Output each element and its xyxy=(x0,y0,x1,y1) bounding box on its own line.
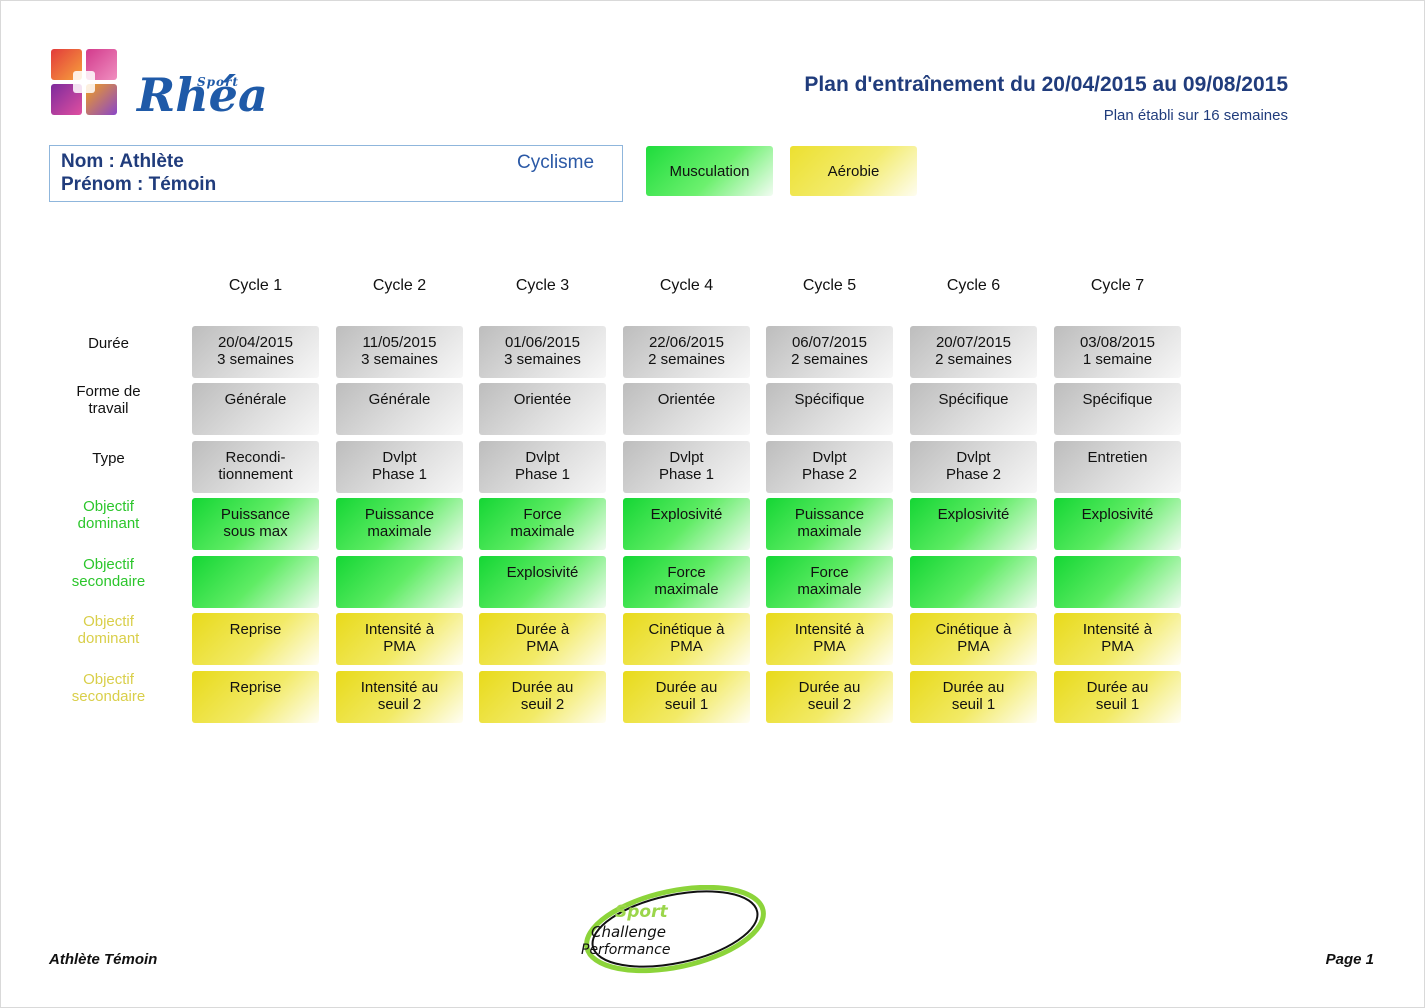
grid-cell: Puissance maximale xyxy=(766,498,893,550)
grid-cell xyxy=(192,556,319,608)
legend-aerobie: Aérobie xyxy=(790,146,917,196)
grid-cell: Spécifique xyxy=(910,383,1037,435)
logo-name-text: Rhéa xyxy=(137,68,268,122)
grid-cell: Intensité à PMA xyxy=(1054,613,1181,665)
cycle-header: Cycle 2 xyxy=(372,277,427,294)
row-label: Objectif secondaire xyxy=(71,556,146,590)
grid-cell: Explosivité xyxy=(479,556,606,608)
grid-cell: 20/07/2015 2 semaines xyxy=(910,326,1037,378)
grid-cell: Force maximale xyxy=(479,498,606,550)
row-label: Objectif secondaire xyxy=(71,671,146,705)
sport-challenge-performance-logo: Sport Challenge Performance xyxy=(581,885,766,974)
grid-cell: Recondi- tionnement xyxy=(192,441,319,493)
row-label: Durée xyxy=(88,335,129,352)
grid-cell: Reprise xyxy=(192,671,319,723)
logo-line-2: Challenge xyxy=(591,923,666,941)
footer-page-number: Page 1 xyxy=(1325,951,1374,968)
cycle-header: Cycle 5 xyxy=(802,277,857,294)
grid-cell: Puissance maximale xyxy=(336,498,463,550)
athlete-nom: Nom : Athlète xyxy=(61,151,184,172)
grid-cell: Cinétique à PMA xyxy=(910,613,1037,665)
grid-cell: Orientée xyxy=(479,383,606,435)
grid-cell: Durée au seuil 1 xyxy=(623,671,750,723)
grid-cell: Reprise xyxy=(192,613,319,665)
cycle-header: Cycle 6 xyxy=(946,277,1001,294)
logo-line-1: Sport xyxy=(615,902,668,922)
grid-cell: 22/06/2015 2 semaines xyxy=(623,326,750,378)
plan-subtitle: Plan établi sur 16 semaines xyxy=(1103,107,1288,124)
grid-cell: Intensité au seuil 2 xyxy=(336,671,463,723)
grid-cell: Explosivité xyxy=(1054,498,1181,550)
row-label: Forme de travail xyxy=(76,383,141,417)
logo-sport-text: Sport xyxy=(197,75,239,89)
grid-cell: Cinétique à PMA xyxy=(623,613,750,665)
grid-cell: 06/07/2015 2 semaines xyxy=(766,326,893,378)
grid-cell: 20/04/2015 3 semaines xyxy=(192,326,319,378)
grid-cell: Dvlpt Phase 1 xyxy=(623,441,750,493)
grid-cell: Force maximale xyxy=(766,556,893,608)
grid-cell: Générale xyxy=(192,383,319,435)
athlete-info-box: Nom : Athlète Prénom : Témoin Cyclisme xyxy=(49,145,623,202)
grid-cell: Dvlpt Phase 1 xyxy=(336,441,463,493)
cycle-header: Cycle 7 xyxy=(1090,277,1145,294)
grid-cell: Spécifique xyxy=(766,383,893,435)
grid-cell: Durée à PMA xyxy=(479,613,606,665)
footer-athlete-name: Athlète Témoin xyxy=(49,951,158,968)
grid-cell xyxy=(1054,556,1181,608)
grid-cell: Dvlpt Phase 2 xyxy=(766,441,893,493)
grid-cell: Dvlpt Phase 2 xyxy=(910,441,1037,493)
grid-cell: Durée au seuil 1 xyxy=(910,671,1037,723)
grid-cell: 01/06/2015 3 semaines xyxy=(479,326,606,378)
grid-cell: Intensité à PMA xyxy=(766,613,893,665)
grid-cell: Durée au seuil 2 xyxy=(479,671,606,723)
grid-cell: Dvlpt Phase 1 xyxy=(479,441,606,493)
grid-cell: 11/05/2015 3 semaines xyxy=(336,326,463,378)
grid-cell: Puissance sous max xyxy=(192,498,319,550)
row-label: Objectif dominant xyxy=(77,613,140,647)
logo-squares-icon xyxy=(51,49,121,119)
row-label: Objectif dominant xyxy=(77,498,140,532)
grid-cell: Générale xyxy=(336,383,463,435)
grid-cell: Force maximale xyxy=(623,556,750,608)
grid-cell xyxy=(336,556,463,608)
plan-title: Plan d'entraînement du 20/04/2015 au 09/… xyxy=(804,73,1288,96)
legend-musculation: Musculation xyxy=(646,146,773,196)
grid-cell: Explosivité xyxy=(623,498,750,550)
grid-cell: Spécifique xyxy=(1054,383,1181,435)
cycle-header: Cycle 1 xyxy=(228,277,283,294)
athlete-prenom: Prénom : Témoin xyxy=(61,174,217,195)
grid-cell: Intensité à PMA xyxy=(336,613,463,665)
logo-line-3: Performance xyxy=(581,942,670,958)
grid-cell: 03/08/2015 1 semaine xyxy=(1054,326,1181,378)
rhea-sport-logo: Sport Rhéa xyxy=(51,49,281,122)
row-label: Type xyxy=(92,450,125,467)
grid-cell xyxy=(910,556,1037,608)
grid-cell: Durée au seuil 1 xyxy=(1054,671,1181,723)
grid-cell: Entretien xyxy=(1054,441,1181,493)
grid-cell: Orientée xyxy=(623,383,750,435)
cycle-header: Cycle 4 xyxy=(659,277,714,294)
cycle-header: Cycle 3 xyxy=(515,277,570,294)
grid-cell: Durée au seuil 2 xyxy=(766,671,893,723)
athlete-sport: Cyclisme xyxy=(517,152,595,173)
grid-cell: Explosivité xyxy=(910,498,1037,550)
